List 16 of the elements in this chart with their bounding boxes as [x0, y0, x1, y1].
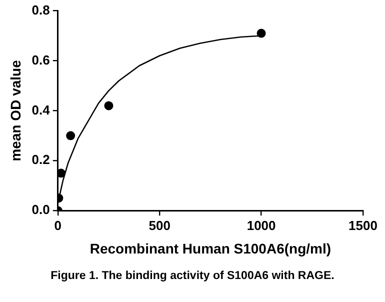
- x-tick-label: 1500: [348, 218, 378, 233]
- x-tick-label: 500: [148, 218, 170, 233]
- y-axis-title: mean OD value: [7, 60, 24, 162]
- x-tick-label: 1000: [246, 218, 276, 233]
- point: [58, 168, 66, 178]
- x-tick-label: 0: [54, 218, 62, 233]
- y-tick-label: 0.4: [32, 102, 51, 118]
- point: [256, 28, 266, 38]
- y-tick-label: 0.6: [32, 52, 50, 68]
- y-tick-label: 0.0: [32, 202, 50, 218]
- y-tick-label: 0.8: [32, 2, 50, 18]
- x-axis-title: Recombinant Human S100A6(ng/ml): [90, 240, 332, 256]
- point: [104, 101, 114, 110]
- point: [66, 131, 76, 140]
- caption: Figure 1. The binding activity of S100A6 with RAGE.: [50, 270, 336, 282]
- y-tick-label: 0.2: [32, 152, 50, 168]
